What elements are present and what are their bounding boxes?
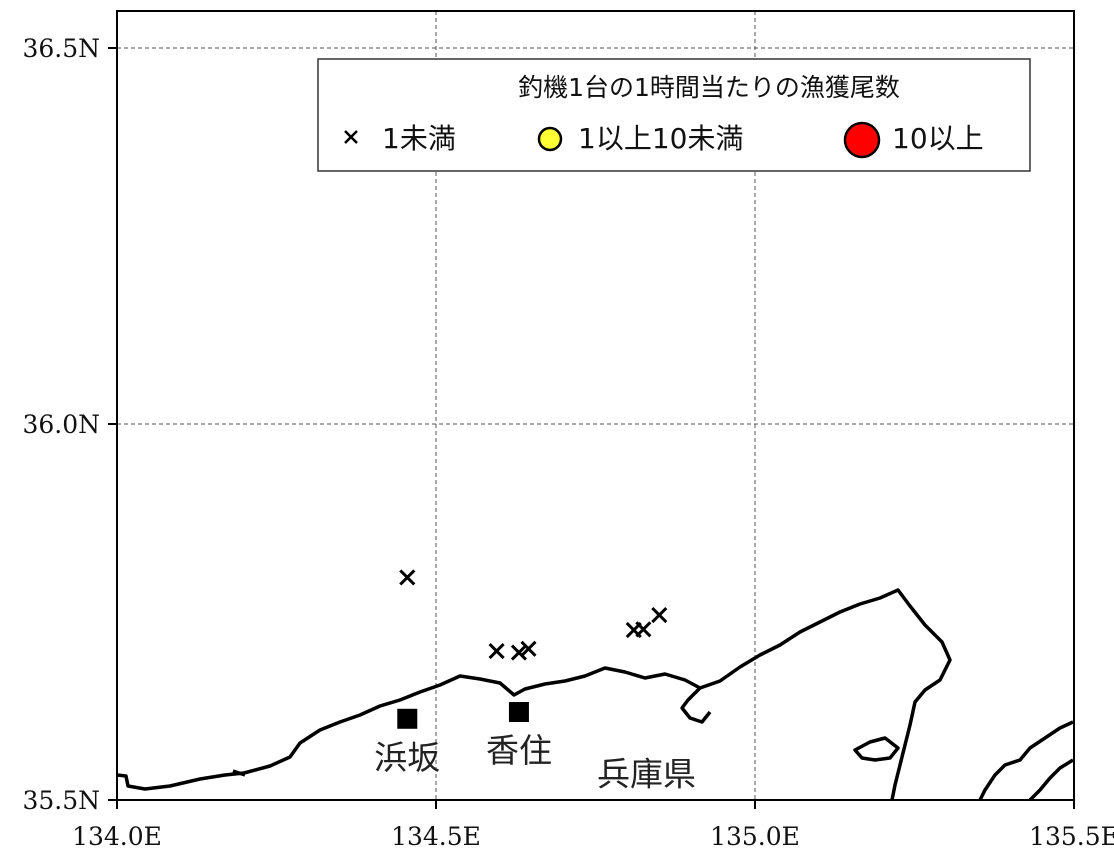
y-tick-label: 36.5N (22, 34, 100, 63)
red-circle-icon (843, 121, 881, 159)
coastline-maizuru-bay (853, 736, 900, 762)
coastline-wakasa-inlet (680, 686, 712, 724)
catch-point-cross (520, 640, 537, 657)
legend-box (317, 58, 1031, 172)
port-label: 香住 (486, 731, 552, 770)
coastline-east-lower (1028, 758, 1074, 802)
plot-frame (116, 10, 1075, 801)
port-label: 浜坂 (374, 738, 440, 777)
legend-item-cross: 1未満 (344, 122, 456, 155)
x-tick-label: 134.0E (72, 822, 162, 851)
cross-marker-icon (344, 130, 358, 144)
port-marker (508, 702, 529, 723)
legend: 釣機1台の1時間当たりの漁獲尾数 1未満 1以上10未満 10以上 (317, 58, 1031, 172)
legend-item-small-circle: 1以上10未満 (537, 122, 743, 155)
legend-item-large-circle: 10以上 (843, 121, 984, 159)
legend-label: 10以上 (892, 122, 984, 155)
coastline-main (116, 588, 952, 801)
x-tick-label: 135.5E (1029, 822, 1114, 851)
port-marker (397, 708, 418, 729)
catch-point-cross (488, 643, 505, 660)
legend-title: 釣機1台の1時間当たりの漁獲尾数 (518, 73, 900, 102)
x-tick-label: 134.5E (391, 822, 481, 851)
region-label: 兵庫県 (597, 755, 696, 794)
x-tick-label: 135.0E (710, 822, 800, 851)
catch-points (399, 569, 668, 661)
coastline-small-islet (232, 769, 246, 777)
yellow-circle-icon (537, 126, 563, 152)
y-tick-label: 36.0N (22, 410, 100, 439)
ports: 浜坂 香住 (374, 702, 552, 777)
axis-ticks: 134.0E 134.5E 135.0E 135.5E 35.5N 36.0N 36.5N (22, 34, 1114, 851)
gridlines (117, 11, 1074, 800)
catch-point-cross (510, 644, 528, 661)
y-tick-label: 35.5N (22, 786, 100, 815)
catch-point-cross (651, 606, 668, 624)
catch-point-cross (635, 621, 652, 638)
coastline-east (978, 720, 1074, 801)
catch-point-cross (399, 569, 416, 586)
legend-label: 1未満 (382, 122, 456, 155)
legend-label: 1以上10未満 (578, 122, 743, 155)
